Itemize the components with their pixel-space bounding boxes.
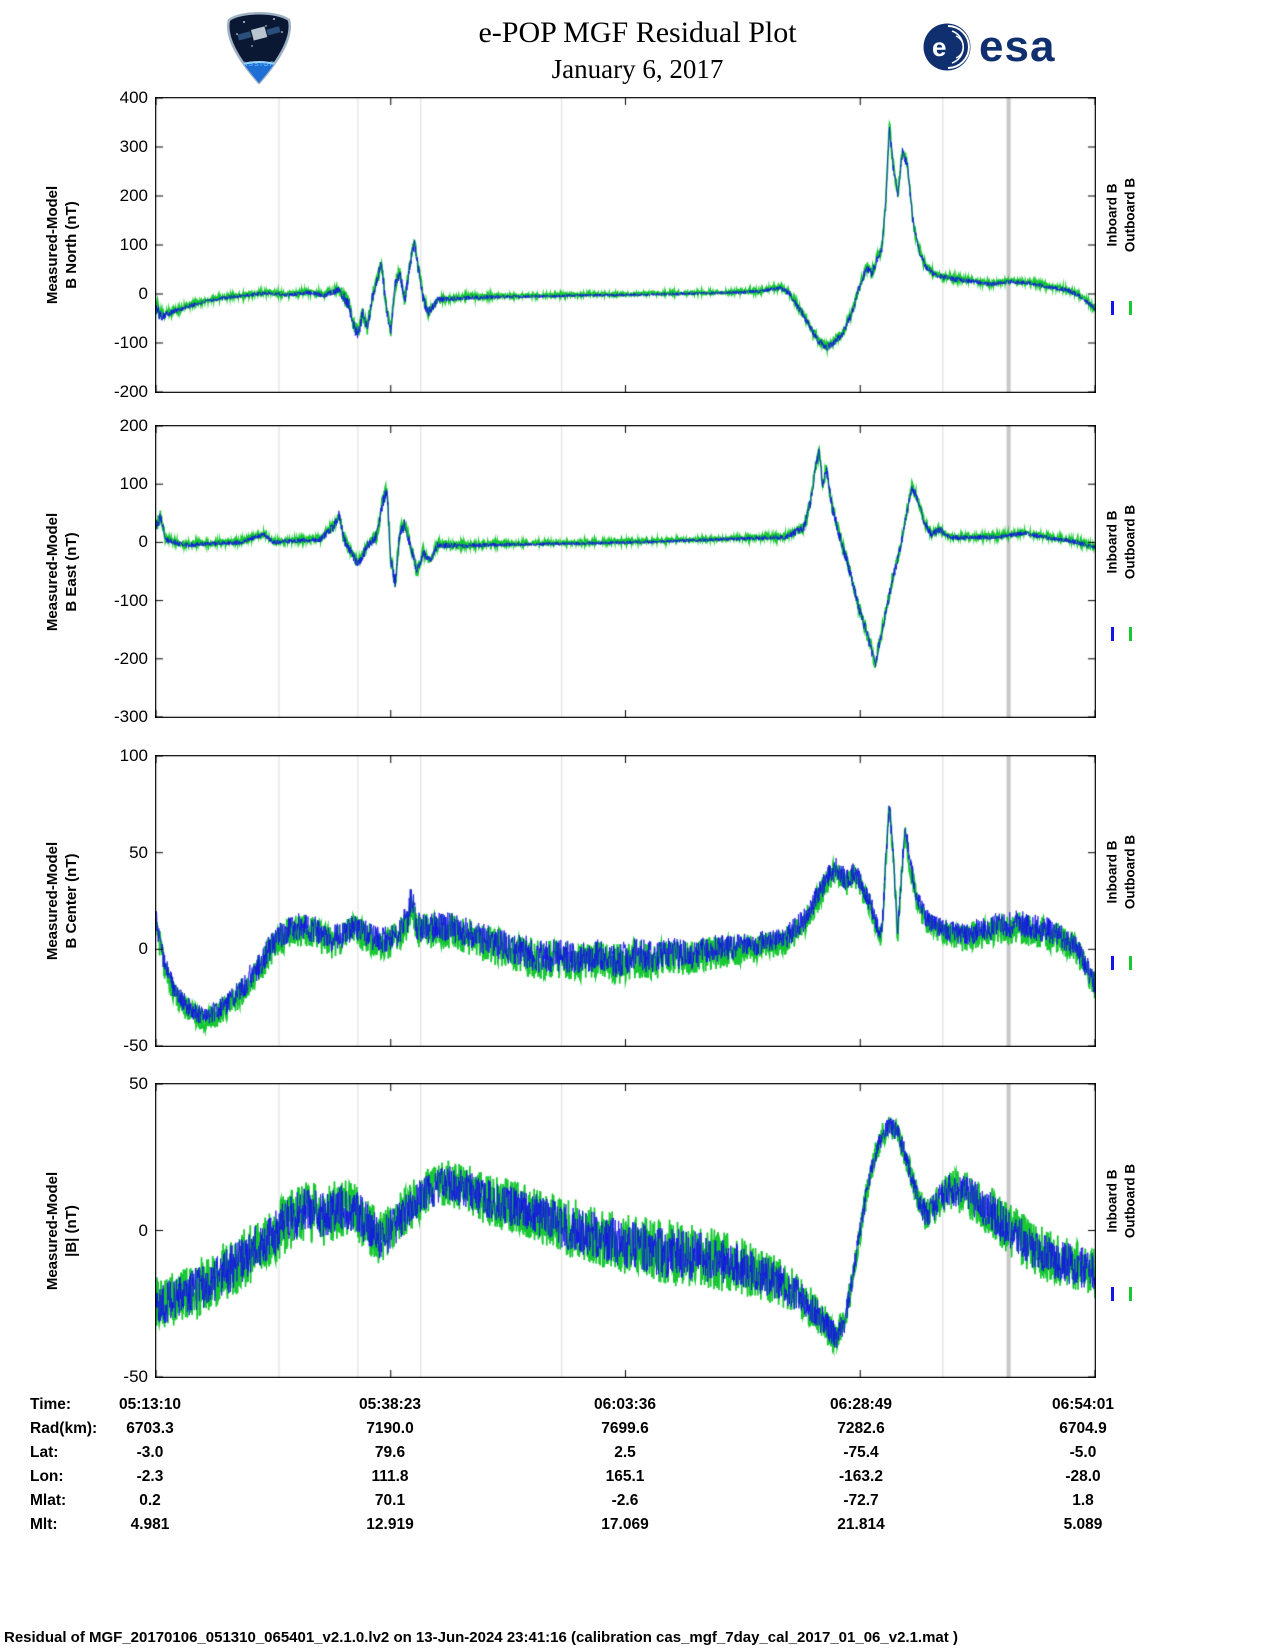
table-cell: 06:03:36: [593, 1396, 657, 1413]
y-axis-label-line2: B Center (nT): [63, 853, 80, 949]
table-cell: 70.1: [374, 1492, 406, 1509]
y-axis-label-line2: B North (nT): [63, 201, 80, 289]
table-cell: 6704.9: [1059, 1420, 1107, 1437]
y-axis-label-line1: Measured-Model: [44, 512, 61, 631]
y-axis-label-line1: Measured-Model: [44, 185, 61, 305]
y-axis-label-line1: Measured-Model: [44, 1171, 61, 1290]
y-tick-label: 100: [119, 235, 148, 254]
legend-outboard-label: Outboard B: [1122, 505, 1138, 580]
y-axis-label-line2: |B| (nT): [63, 1204, 80, 1257]
table-cell: -3.0: [136, 1444, 164, 1461]
y-tick-label: 200: [119, 186, 148, 205]
esa-wordmark: esa: [979, 22, 1056, 71]
y-axis-label: Measured-Model B Center (nT): [43, 842, 81, 960]
legend-inboard-label: Inboard B: [1104, 840, 1120, 904]
y-tick-label: -200: [113, 648, 148, 668]
table-cell: 1.8: [1072, 1492, 1094, 1509]
y-tick-label: 400: [119, 88, 148, 107]
table-cell: 0.2: [139, 1492, 161, 1509]
legend-inboard-label: Inboard B: [1104, 1169, 1120, 1233]
table-cell: 2.5: [614, 1444, 636, 1461]
cassiope-patch-logo: CASSIOPE: [227, 12, 291, 84]
table-cell: 12.919: [366, 1516, 414, 1533]
legend-outboard-line-sample: [1129, 1286, 1132, 1301]
table-cell: 05:13:10: [118, 1396, 182, 1413]
panel-b-east-plot: [155, 425, 1096, 718]
table-cell: 79.6: [374, 1444, 406, 1461]
y-tick-label: 50: [129, 842, 148, 862]
table-cell: 7282.6: [837, 1420, 885, 1437]
table-cell: -2.3: [136, 1468, 164, 1485]
table-cell: 21.814: [837, 1516, 885, 1533]
plot-date: January 6, 2017: [551, 54, 724, 84]
esa-emblem-icon: e: [923, 23, 971, 71]
legend-inboard-line-sample: [1111, 1286, 1114, 1301]
table-row-label: Rad(km):: [30, 1420, 98, 1437]
cassiope-patch-label: CASSIOPE: [236, 61, 281, 68]
y-tick-label: -100: [113, 590, 148, 610]
table-cell: 6703.3: [126, 1420, 174, 1437]
table-cell: -75.4: [843, 1444, 879, 1461]
panel-b-magnitude-plot: [155, 1083, 1096, 1378]
legend-inboard-line-sample: [1111, 301, 1114, 316]
y-axis-label-line1: Measured-Model: [44, 841, 61, 961]
legend-outboard-label: Outboard B: [1122, 178, 1138, 253]
y-tick-label: -50: [123, 1367, 148, 1386]
table-cell: -163.2: [839, 1468, 883, 1485]
legend-outboard-line-sample: [1129, 627, 1132, 642]
table-row-label: Mlat:: [30, 1492, 67, 1509]
y-tick-label: 0: [138, 1220, 148, 1240]
legend-outboard-line-sample: [1129, 956, 1132, 971]
y-tick-label: -100: [113, 333, 148, 352]
y-tick-label: 50: [129, 1074, 148, 1093]
table-row-label: Lat:: [30, 1444, 59, 1461]
svg-text:e: e: [932, 32, 946, 62]
esa-logo: e esa: [922, 22, 1055, 72]
legend-inboard-label: Inboard B: [1104, 510, 1120, 574]
table-cell: 111.8: [371, 1468, 409, 1485]
plot-title: e-POP MGF Residual Plot: [478, 16, 797, 49]
y-tick-label: 0: [138, 939, 148, 959]
table-cell: 17.069: [601, 1516, 649, 1533]
table-cell: -28.0: [1065, 1468, 1101, 1485]
y-tick-label: -50: [123, 1036, 148, 1055]
y-axis-label: Measured-Model |B| (nT): [43, 1171, 81, 1289]
panel-b-north-plot: [155, 97, 1096, 393]
table-cell: 05:38:23: [358, 1396, 422, 1413]
table-row-label: Time:: [30, 1396, 72, 1413]
table-cell: -2.6: [611, 1492, 639, 1509]
table-cell: -5.0: [1069, 1444, 1097, 1461]
table-cell: 4.981: [130, 1516, 170, 1533]
y-tick-label: 300: [119, 137, 148, 156]
table-cell: 06:28:49: [829, 1396, 893, 1413]
table-cell: 06:54:01: [1051, 1396, 1115, 1413]
legend-outboard-label: Outboard B: [1122, 834, 1138, 909]
y-tick-label: 100: [119, 746, 148, 765]
legend-inboard-line-sample: [1111, 627, 1114, 642]
table-row-label: Lon:: [30, 1468, 64, 1485]
y-tick-label: 100: [119, 474, 148, 494]
panel-b-center-plot: [155, 755, 1096, 1047]
legend-outboard-line-sample: [1129, 301, 1132, 316]
y-tick-label: 0: [138, 284, 148, 303]
table-cell: 5.089: [1063, 1516, 1103, 1533]
y-axis-label-line2: B East (nT): [63, 531, 80, 612]
table-cell: -72.7: [843, 1492, 879, 1509]
y-tick-label: 0: [138, 532, 148, 552]
y-axis-label: Measured-Model B North (nT): [43, 186, 81, 304]
table-cell: 165.1: [605, 1468, 645, 1485]
footer-note: Residual of MGF_20170106_051310_065401_v…: [4, 1629, 958, 1646]
y-axis-label: Measured-Model B East (nT): [43, 512, 81, 630]
legend-inboard-line-sample: [1111, 956, 1114, 971]
table-cell: 7190.0: [366, 1420, 414, 1437]
legend-inboard-label: Inboard B: [1104, 183, 1120, 247]
table-row-label: Mlt:: [30, 1516, 58, 1533]
y-tick-label: -200: [113, 382, 148, 401]
table-cell: 7699.6: [601, 1420, 649, 1437]
legend-outboard-label: Outboard B: [1122, 1163, 1138, 1239]
y-tick-label: 200: [119, 416, 148, 435]
y-tick-label: -300: [113, 707, 148, 726]
